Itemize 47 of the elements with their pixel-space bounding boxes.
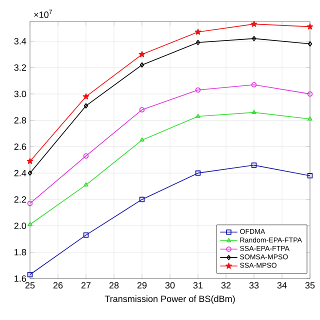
x-tick-label: 27 [81,282,91,288]
y-tick-label: 2.0 [14,222,26,230]
x-axis-title: Transmission Power of BS(dBm) [104,295,235,304]
point [140,62,144,68]
point [138,51,146,58]
point [27,272,33,278]
point [251,82,257,88]
point [307,173,313,178]
x-tick-label: 32 [221,282,231,289]
point [84,103,88,108]
y-tick-label: 2.8 [14,117,26,124]
point [194,28,202,35]
x-tick-label: 31 [193,282,203,289]
point [196,114,200,118]
y-tick-label: 2.6 [14,144,26,150]
point [82,93,90,100]
point [84,182,88,187]
x-tick-label: 26 [53,282,63,289]
y-tick-label: 1.8 [14,248,26,256]
x-tick-label: 30 [165,282,175,289]
point [250,20,258,27]
point [252,110,256,114]
x-tick-label: 29 [137,282,147,289]
point [306,23,314,30]
y-tick-label: 2.2 [14,196,26,203]
point [196,40,200,46]
x-tick-label: 28 [109,282,119,289]
point [252,36,256,42]
point [83,232,89,238]
point [83,153,89,159]
x-tick-label: 35 [305,282,315,289]
point [139,196,145,202]
point [140,137,144,142]
x-tick-label: 34 [277,282,287,289]
x-tick-label: 25 [25,282,35,289]
y-tick-label: 3.4 [14,38,26,44]
point [26,158,34,164]
y-tick-label: 3.0 [14,90,26,98]
point [195,87,201,93]
y-tick-label: 3.2 [14,64,26,71]
y-tick-label: 1.6 [14,275,26,282]
x-tick-label: 33 [249,282,259,289]
point [195,170,201,176]
y-tick-label: 2.4 [14,170,26,176]
point [139,107,145,112]
point [251,162,257,168]
text: ×10$^{7}$ [34,10,52,18]
